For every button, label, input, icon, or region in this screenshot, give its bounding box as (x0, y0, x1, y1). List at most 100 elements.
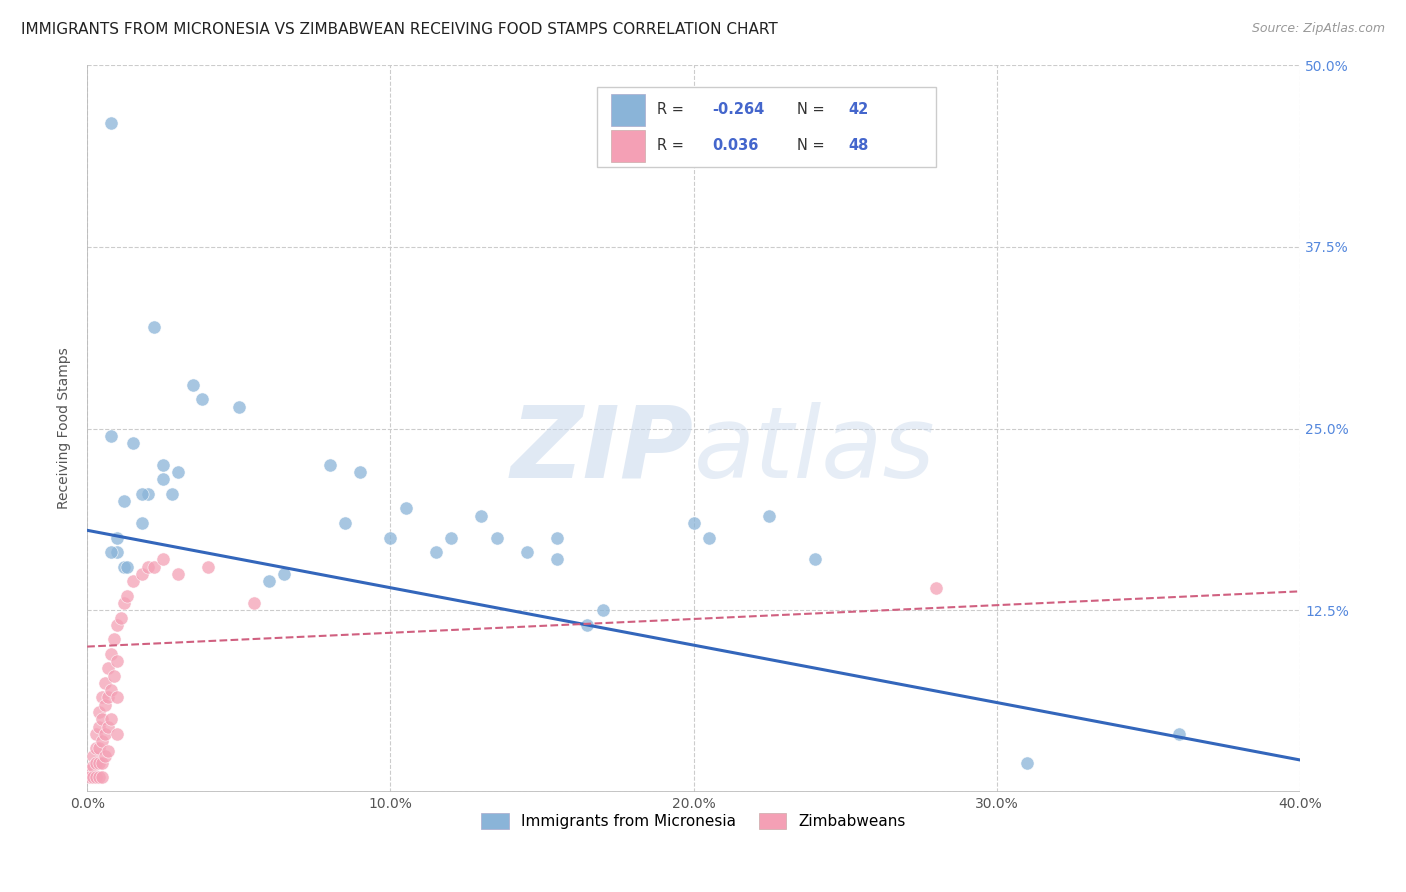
Point (107, 545, 129, 559)
Point (349, 465, 371, 479)
Point (84, 771, 107, 785)
Point (103, 668, 125, 682)
Point (228, 400, 250, 414)
Text: 48: 48 (849, 138, 869, 153)
Point (110, 610, 132, 624)
Point (97, 690, 120, 705)
Point (94, 676, 117, 690)
Point (94, 748, 117, 763)
FancyBboxPatch shape (596, 87, 936, 167)
Point (131, 516, 153, 530)
Text: IMMIGRANTS FROM MICRONESIA VS ZIMBABWEAN RECEIVING FOOD STAMPS CORRELATION CHART: IMMIGRANTS FROM MICRONESIA VS ZIMBABWEAN… (21, 22, 778, 37)
Point (84, 756, 107, 770)
Point (136, 487, 159, 501)
Point (440, 531, 463, 545)
Point (91, 756, 114, 770)
Point (804, 552, 827, 566)
Point (394, 501, 416, 516)
Point (107, 727, 129, 741)
Point (273, 566, 295, 581)
Point (121, 436, 143, 450)
Point (152, 552, 174, 566)
Point (243, 596, 266, 610)
Point (152, 472, 174, 486)
Point (100, 429, 122, 443)
Point (257, 574, 280, 589)
Point (91, 712, 114, 726)
Point (112, 559, 135, 574)
Point (181, 378, 204, 392)
Point (152, 458, 174, 472)
Point (97, 661, 120, 675)
Text: 42: 42 (849, 103, 869, 117)
Point (131, 566, 153, 581)
Point (94, 727, 117, 741)
Point (191, 392, 214, 407)
Point (546, 531, 568, 545)
Point (103, 632, 125, 647)
Point (592, 603, 614, 617)
Text: R =: R = (657, 103, 689, 117)
Point (82, 759, 104, 773)
Text: N =: N = (797, 138, 830, 153)
Point (100, 545, 122, 559)
Point (142, 559, 165, 574)
Point (100, 116, 122, 130)
Point (470, 508, 492, 523)
Point (485, 531, 508, 545)
Point (89, 705, 111, 719)
Point (167, 566, 190, 581)
Point (107, 531, 129, 545)
Point (84, 727, 107, 741)
Bar (612, 129, 645, 162)
Point (758, 508, 780, 523)
Point (91, 690, 114, 705)
Y-axis label: Receiving Food Stamps: Receiving Food Stamps (58, 348, 72, 509)
Point (97, 720, 120, 734)
Text: atlas: atlas (693, 401, 935, 499)
Point (425, 545, 447, 559)
Point (682, 516, 704, 530)
Point (100, 712, 122, 726)
Text: R =: R = (657, 138, 689, 153)
Point (197, 559, 219, 574)
Point (319, 458, 342, 472)
Text: ZIP: ZIP (510, 401, 693, 499)
Point (91, 771, 114, 785)
Text: -0.264: -0.264 (711, 103, 763, 117)
Point (89, 756, 111, 770)
Point (1167, 727, 1189, 741)
Point (131, 487, 153, 501)
Point (1017, 756, 1039, 770)
Point (94, 698, 117, 712)
Point (546, 552, 568, 566)
Point (89, 741, 111, 756)
Point (167, 465, 190, 479)
Point (82, 771, 104, 785)
Point (142, 319, 165, 334)
Point (516, 545, 538, 559)
Point (100, 647, 122, 661)
Point (333, 516, 356, 530)
Bar (612, 94, 645, 127)
Point (925, 582, 948, 596)
Point (79, 771, 101, 785)
Text: 0.036: 0.036 (711, 138, 758, 153)
Point (697, 531, 720, 545)
Point (107, 617, 129, 632)
Text: N =: N = (797, 103, 830, 117)
Text: Source: ZipAtlas.com: Source: ZipAtlas.com (1251, 22, 1385, 36)
Point (136, 559, 159, 574)
Point (121, 574, 143, 589)
Point (79, 763, 101, 777)
Point (89, 771, 111, 785)
Point (107, 690, 129, 705)
Point (107, 654, 129, 668)
Point (82, 748, 104, 763)
Legend: Immigrants from Micronesia, Zimbabweans: Immigrants from Micronesia, Zimbabweans (475, 807, 912, 835)
Point (97, 744, 120, 758)
Point (100, 683, 122, 698)
Point (160, 487, 183, 501)
Point (115, 559, 138, 574)
Point (576, 617, 599, 632)
